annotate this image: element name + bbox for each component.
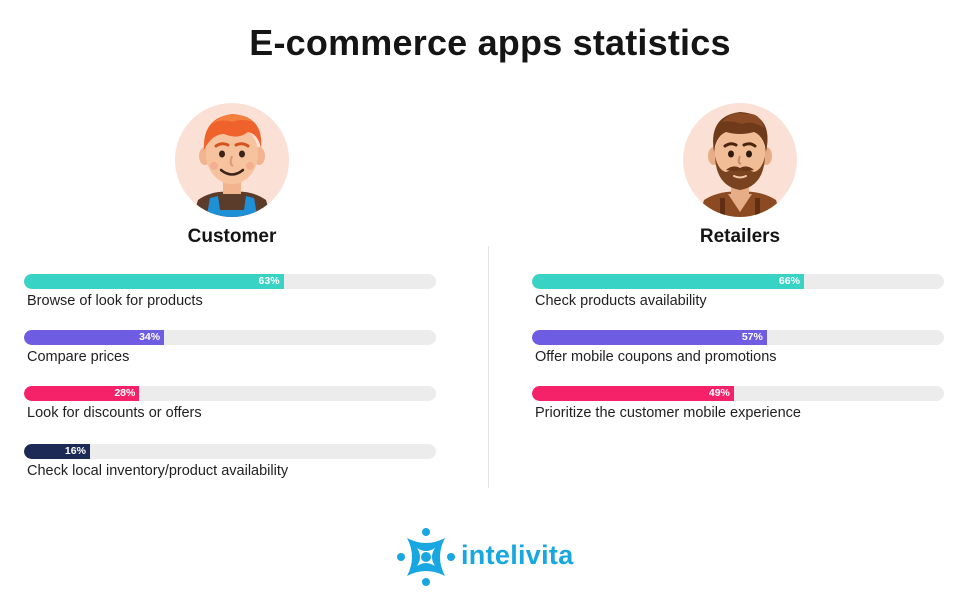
bar-track: 66% [532,274,944,289]
bar-track: 57% [532,330,944,345]
bar-track: 49% [532,386,944,401]
bar-value-label: 49% [708,387,730,399]
bar-fill: 28% [24,386,140,401]
bar-category-label: Look for discounts or offers [27,405,202,421]
bar-row: 66% Check products availability [530,274,950,330]
bar-value-label: 57% [741,331,763,343]
bar-value-label: 16% [64,445,86,457]
bar-track: 28% [24,386,436,401]
bar-row: 16% Check local inventory/product availab… [22,444,442,500]
bar-value-label: 34% [139,331,161,343]
retailer-avatar-icon [680,100,800,220]
bar-row: 57% Offer mobile coupons and promotions [530,330,950,386]
bar-row: 34% Compare prices [22,330,442,386]
bar-category-label: Check local inventory/product availabili… [27,463,289,479]
bar-fill: 16% [24,444,90,459]
panel-divider [488,246,489,488]
intelivita-logo: intelivita [395,524,595,590]
logo-text: intelivita [461,540,574,570]
bar-fill: 57% [532,330,767,345]
page-title: E-commerce apps statistics [249,22,731,63]
bar-track: 16% [24,444,436,459]
bar-track: 34% [24,330,436,345]
bar-value-label: 66% [778,275,800,287]
intelivita-logo-icon [397,528,455,586]
retailers-bars: 66% Check products availability 57% Offer m… [530,274,950,444]
bar-fill: 63% [24,274,284,289]
bar-row: 63% Browse of look for products [22,274,442,330]
bar-row: 28% Look for discounts or offers [22,386,442,444]
bar-fill: 34% [24,330,165,345]
customer-avatar-icon [172,100,292,220]
bar-track: 63% [24,274,436,289]
bar-value-label: 63% [258,275,280,287]
bar-category-label: Browse of look for products [27,293,203,309]
bar-category-label: Prioritize the customer mobile experienc… [535,405,801,421]
bar-value-label: 28% [114,387,136,399]
bar-fill: 49% [532,386,734,401]
bar-category-label: Check products availability [535,293,707,309]
bar-category-label: Offer mobile coupons and promotions [535,349,777,365]
bar-row: 49% Prioritize the customer mobile experi… [530,386,950,444]
bar-fill: 66% [532,274,804,289]
customer-title: Customer [187,226,277,247]
bar-category-label: Compare prices [27,349,130,365]
retailers-title: Retailers [699,226,781,247]
customer-bars: 63% Browse of look for products 34% Compare… [22,274,442,500]
